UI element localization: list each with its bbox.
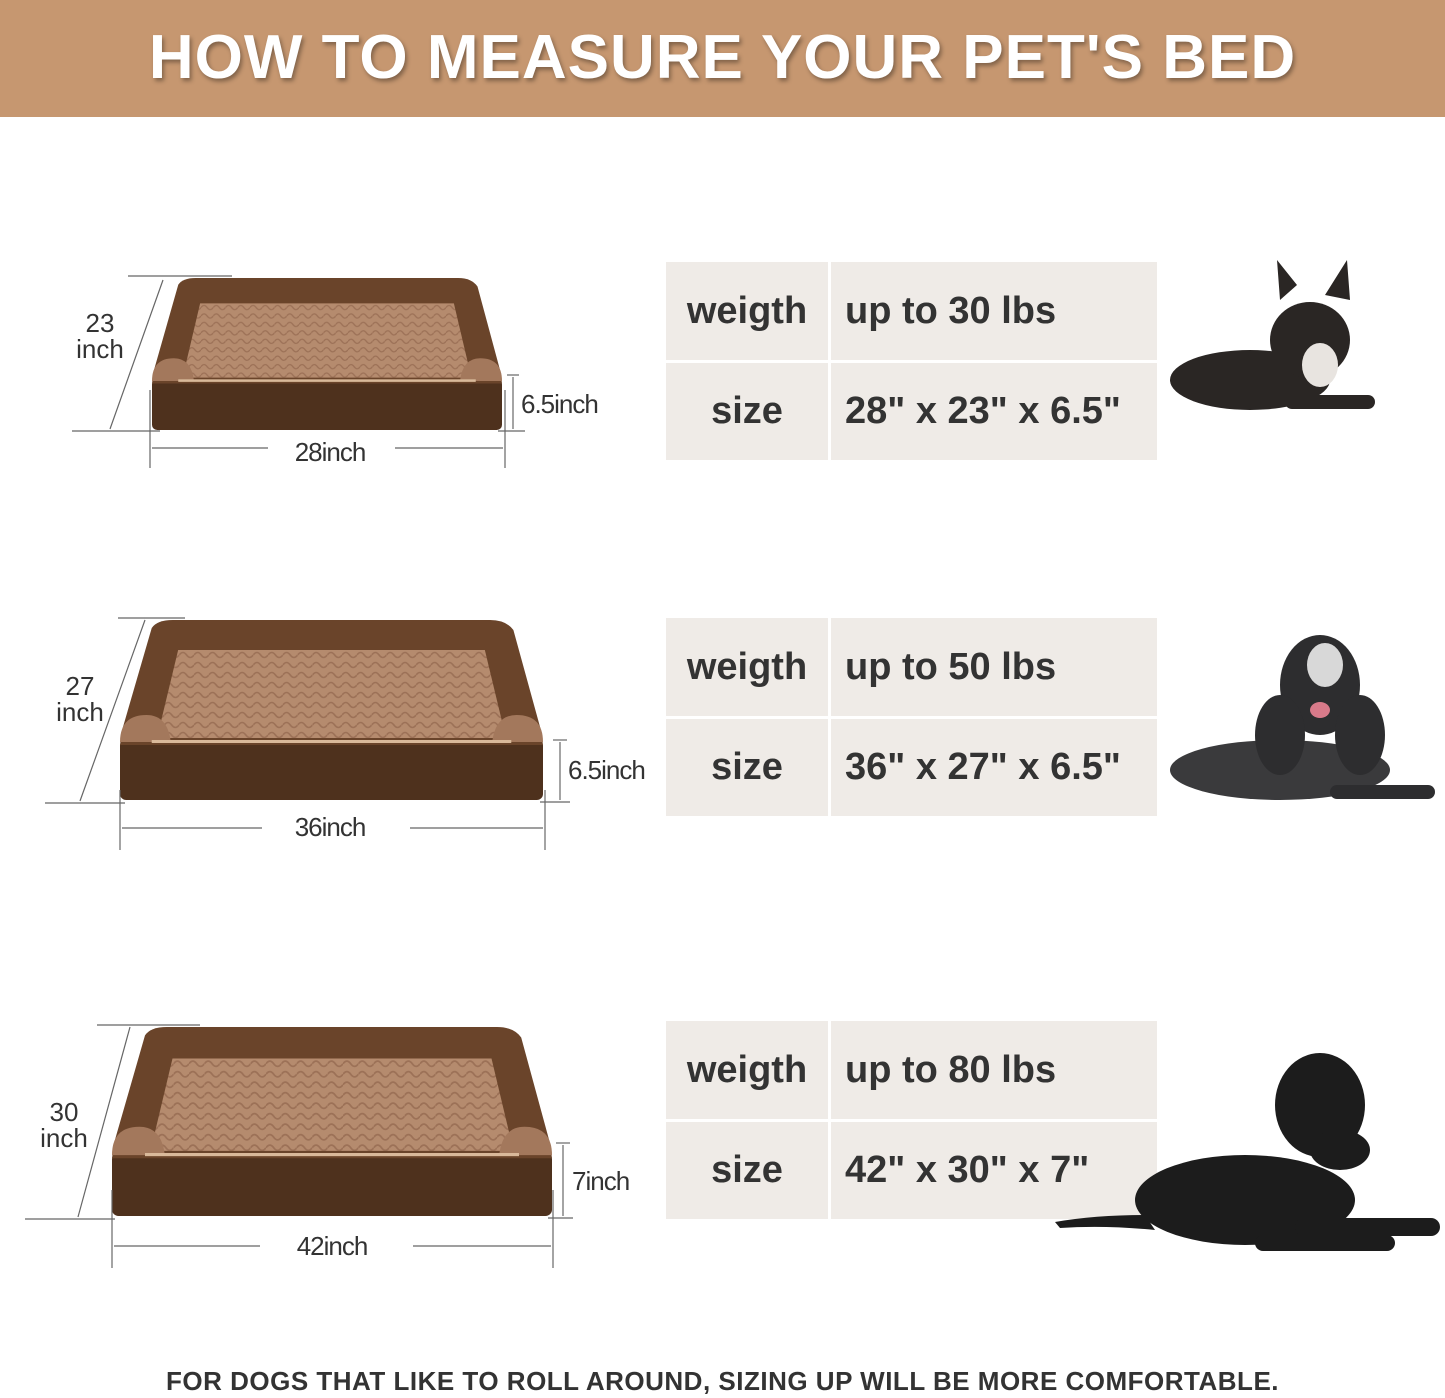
size-value: 36" x 27" x 6.5" <box>831 719 1157 816</box>
height-label: 6.5inch <box>568 755 646 785</box>
depth-label: 23 inch <box>60 310 140 362</box>
french-bulldog-image <box>1170 260 1375 410</box>
size-label: size <box>666 363 828 460</box>
weight-label: weigth <box>666 1021 828 1119</box>
header-banner: HOW TO MEASURE YOUR PET'S BED <box>0 0 1445 117</box>
height-label: 7inch <box>572 1166 630 1196</box>
height-label: 6.5inch <box>521 389 599 419</box>
size-value: 42" x 30" x 7" <box>831 1122 1157 1219</box>
weight-value: up to 80 lbs <box>831 1021 1157 1119</box>
width-label: 42inch <box>296 1231 369 1261</box>
page-title: HOW TO MEASURE YOUR PET'S BED <box>148 23 1297 92</box>
spec-table: weigth up to 50 lbs size 36" x 27" x 6.5… <box>666 618 1157 816</box>
width-label: 28inch <box>294 437 367 467</box>
depth-value: 30 <box>49 1097 79 1127</box>
width-label: 36inch <box>294 812 367 842</box>
spaniel-image <box>1170 635 1435 800</box>
weight-label: weigth <box>666 618 828 716</box>
size-label: size <box>666 1122 828 1219</box>
depth-value: 23 <box>85 308 115 338</box>
depth-value: 27 <box>65 671 95 701</box>
weight-value: up to 30 lbs <box>831 262 1157 360</box>
depth-label: 27 inch <box>40 673 120 725</box>
bed-image <box>112 1027 552 1216</box>
depth-unit: inch <box>76 334 124 364</box>
depth-label: 30 inch <box>24 1099 104 1151</box>
spec-table: weigth up to 80 lbs size 42" x 30" x 7" <box>666 1021 1157 1219</box>
weight-label: weigth <box>666 262 828 360</box>
dimension-lines <box>45 617 570 850</box>
dimension-lines <box>25 1024 573 1268</box>
labrador-image <box>1055 1053 1440 1251</box>
dimension-lines <box>72 275 525 468</box>
size-label: size <box>666 719 828 816</box>
depth-unit: inch <box>56 697 104 727</box>
size-value: 28" x 23" x 6.5" <box>831 363 1157 460</box>
bed-image <box>120 620 543 800</box>
weight-value: up to 50 lbs <box>831 618 1157 716</box>
depth-unit: inch <box>40 1123 88 1153</box>
spec-table: weigth up to 30 lbs size 28" x 23" x 6.5… <box>666 262 1157 460</box>
footer-note: FOR DOGS THAT LIKE TO ROLL AROUND, SIZIN… <box>165 1366 1280 1396</box>
bed-image <box>152 278 502 430</box>
